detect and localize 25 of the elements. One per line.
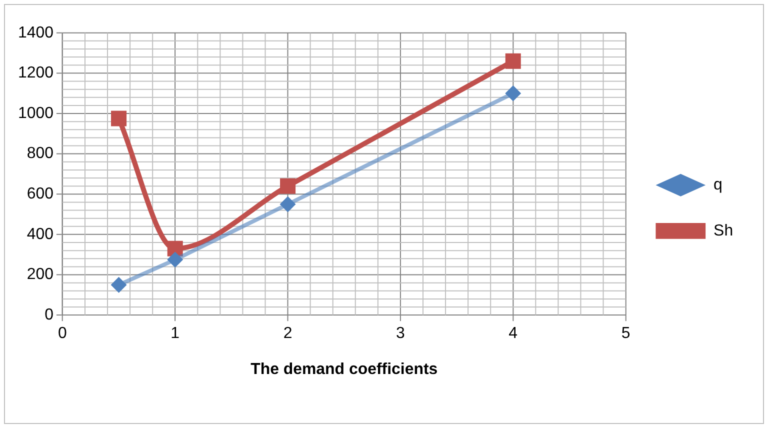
y-tick-label: 1000 [18,104,54,122]
point [167,252,184,268]
point [110,276,127,293]
point [505,53,521,69]
y-tick-label: 200 [26,266,54,284]
y-tick-label: 600 [26,186,54,203]
legend-label: Sh [714,222,734,240]
y-tick-label: 800 [26,145,54,162]
y-tick-label: 1400 [18,24,54,42]
legend-label: q [714,176,722,194]
y-tick-label: 400 [26,226,54,243]
point [111,110,127,126]
x-axis-title: The demand coefficients [250,361,438,378]
point [167,240,183,256]
x-tick-label: 4 [508,325,518,342]
x-tick-label: 0 [58,325,68,342]
point [280,196,296,212]
point [505,85,522,102]
y-tick-label: 1200 [18,64,54,82]
x-tick-label: 5 [621,325,630,342]
x-tick-label: 2 [283,325,292,342]
y-tick-label: 0 [44,306,54,324]
x-tick-label: 3 [396,325,406,342]
x-tick-label: 1 [170,325,180,342]
point [280,178,296,194]
